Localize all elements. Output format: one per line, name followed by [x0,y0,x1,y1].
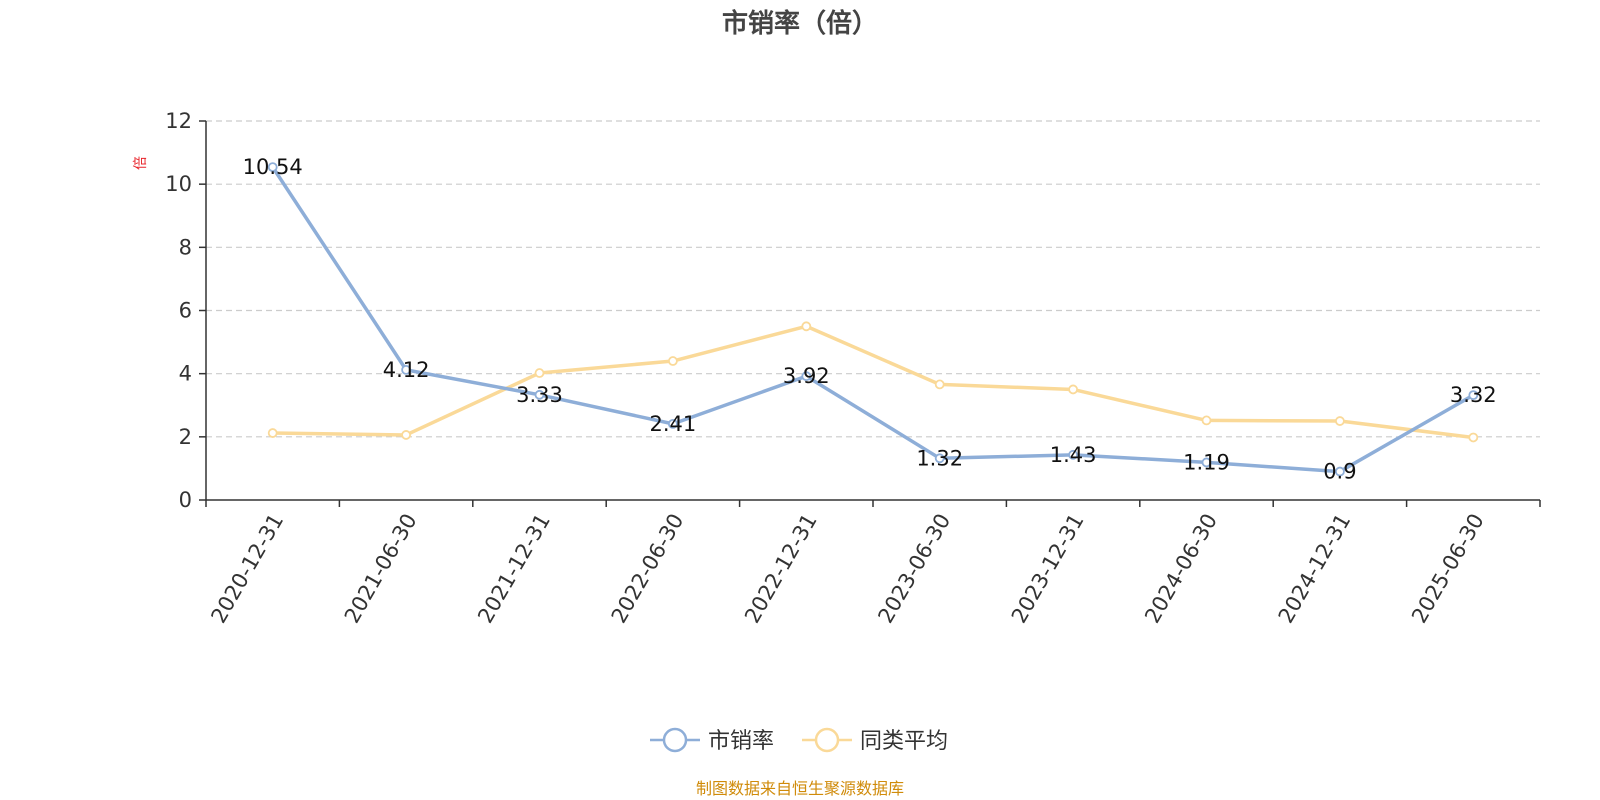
legend[interactable]: 市销率 同类平均 [650,727,948,754]
data-label: 0.9 [1323,460,1356,484]
chart-title: 市销率（倍） [722,8,878,39]
y-tick-label: 2 [179,425,192,449]
data-point[interactable] [934,379,945,390]
y-tick-label: 0 [179,488,192,512]
data-label: 3.92 [783,364,830,388]
data-label: 1.19 [1183,450,1230,474]
data-point[interactable] [801,321,812,332]
series-line-1 [272,324,1474,440]
series-layer [267,162,1479,477]
x-tick-label: 2025-06-30 [1407,510,1489,628]
data-point[interactable] [668,356,678,366]
data-point[interactable] [1068,384,1078,395]
data-point[interactable] [1068,449,1078,460]
x-tick-label: 2022-12-31 [740,510,822,628]
series-line-0 [271,166,1475,474]
data-label: 1.32 [916,446,963,470]
y-tick-label: 6 [179,299,192,323]
x-tick-label: 2024-06-30 [1140,510,1222,628]
x-tick-label: 2021-12-31 [473,510,555,628]
data-label: 10.54 [243,155,303,179]
data-source-note: 制图数据来自恒生聚源数据库 [696,779,904,798]
data-label: 3.33 [516,383,563,407]
legend-marker [814,727,840,753]
axes: 0 2 4 6 8 10 12 倍 2020-12-31 2021-06-30 2021-12-31… [133,109,1541,628]
data-point[interactable] [1335,416,1345,426]
legend-item[interactable]: 市销率 [650,727,774,754]
legend-label: 市销率 [708,729,774,754]
data-labels: 10.54 4.12 3.33 2.41 3.92 1.32 1.43 1.19 0.9 3.32 [243,155,1497,483]
x-tick-label: 2024-12-31 [1274,510,1356,628]
x-tick-label: 2023-12-31 [1007,510,1089,628]
legend-marker [662,727,688,753]
data-label: 2.41 [650,412,697,436]
x-tick-label: 2020-12-31 [206,510,288,628]
grid-lines [206,120,1540,438]
x-tick-label: 2021-06-30 [340,509,422,627]
legend-item[interactable]: 同类平均 [802,727,948,754]
x-tick-label: 2022-06-30 [607,510,689,628]
data-point[interactable] [267,428,278,438]
y-tick-label: 12 [165,109,192,133]
data-point[interactable] [534,389,545,400]
data-point[interactable] [801,371,812,382]
data-label: 3.32 [1450,383,1497,407]
y-tick-label: 4 [179,362,192,386]
data-point[interactable] [668,418,678,429]
y-axis-unit-label: 倍 [133,156,149,170]
data-point[interactable] [1468,432,1479,443]
data-point[interactable] [401,430,412,440]
data-point[interactable] [401,364,412,375]
y-tick-label: 10 [165,172,192,196]
data-point[interactable] [534,368,545,378]
y-tick-label: 8 [179,235,192,259]
data-point[interactable] [267,162,278,173]
x-tick-label: 2023-06-30 [873,509,955,627]
data-point[interactable] [1468,390,1479,401]
data-point[interactable] [1201,415,1212,426]
data-label: 4.12 [383,358,430,382]
legend-label: 同类平均 [860,729,948,754]
data-label: 1.43 [1050,443,1097,467]
data-point[interactable] [1335,466,1345,477]
data-point[interactable] [934,453,945,464]
data-point[interactable] [1201,457,1212,468]
